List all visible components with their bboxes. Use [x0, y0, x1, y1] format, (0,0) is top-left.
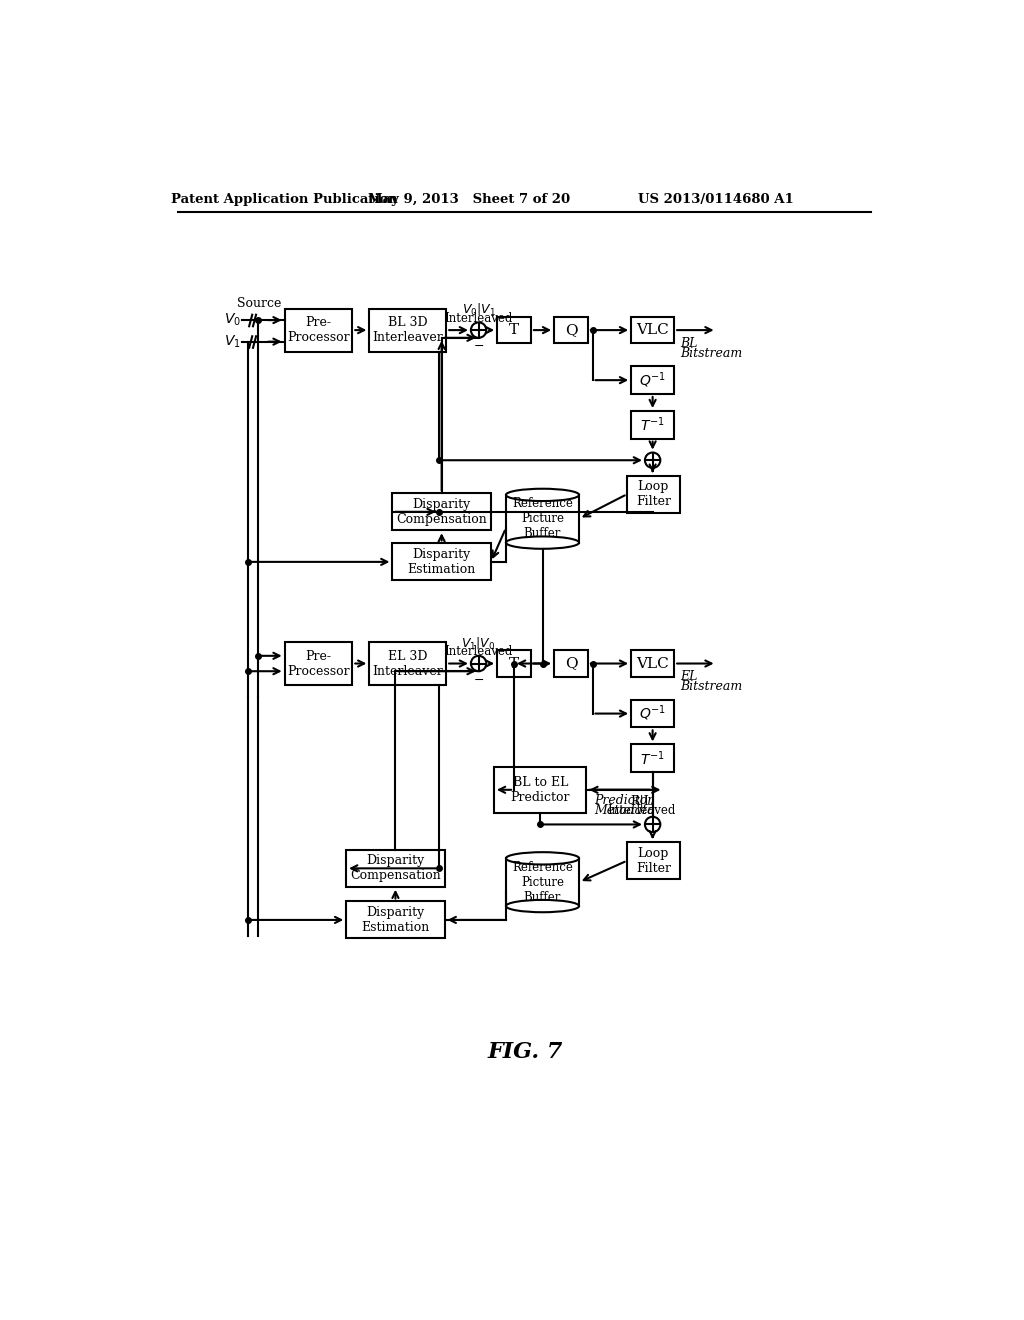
- Text: BL: BL: [680, 337, 697, 350]
- Text: Predictor: Predictor: [594, 795, 653, 807]
- Text: Metadata: Metadata: [594, 804, 654, 817]
- Text: Interleaved: Interleaved: [444, 312, 513, 325]
- Ellipse shape: [506, 536, 580, 549]
- Text: Source: Source: [237, 297, 282, 310]
- Text: $Q^{-1}$: $Q^{-1}$: [639, 371, 667, 389]
- Bar: [285, 642, 352, 685]
- Text: Interleaved: Interleaved: [444, 645, 513, 659]
- Bar: [631, 700, 674, 727]
- Text: T: T: [509, 656, 519, 671]
- Text: Pre-
Processor: Pre- Processor: [287, 315, 350, 345]
- Bar: [631, 317, 674, 343]
- Bar: [506, 495, 580, 543]
- Text: $V_1$: $V_1$: [224, 334, 241, 350]
- Text: VLC: VLC: [636, 323, 669, 337]
- Bar: [554, 317, 588, 343]
- Bar: [631, 411, 674, 438]
- Text: EL: EL: [680, 671, 697, 684]
- Text: VLC: VLC: [636, 656, 669, 671]
- Text: $Q^{-1}$: $Q^{-1}$: [639, 704, 667, 723]
- Bar: [346, 850, 444, 887]
- Text: Pre-
Processor: Pre- Processor: [287, 649, 350, 677]
- Text: Disparity
Estimation: Disparity Estimation: [408, 548, 476, 576]
- Text: Disparity
Compensation: Disparity Compensation: [350, 854, 440, 882]
- Text: $V_1|V_0$: $V_1|V_0$: [462, 635, 496, 651]
- Text: BL to EL
Predictor: BL to EL Predictor: [510, 776, 570, 804]
- Bar: [631, 744, 674, 772]
- Text: −: −: [473, 341, 484, 354]
- Ellipse shape: [506, 853, 580, 865]
- Text: BL 3D
Interleaver: BL 3D Interleaver: [373, 315, 443, 345]
- Bar: [346, 902, 444, 939]
- Bar: [554, 651, 588, 677]
- Text: EL 3D
Interleaver: EL 3D Interleaver: [373, 649, 443, 677]
- Bar: [494, 767, 587, 813]
- Text: −: −: [473, 673, 484, 686]
- Text: T: T: [509, 323, 519, 337]
- Ellipse shape: [506, 488, 580, 502]
- Text: $V_0|V_1$: $V_0|V_1$: [462, 301, 496, 317]
- Text: US 2013/0114680 A1: US 2013/0114680 A1: [638, 194, 794, 206]
- Text: R|L: R|L: [630, 795, 652, 808]
- Bar: [628, 842, 680, 879]
- Bar: [631, 367, 674, 395]
- Bar: [392, 494, 490, 531]
- Text: Bitstream: Bitstream: [680, 680, 742, 693]
- Text: $T^{-1}$: $T^{-1}$: [640, 748, 665, 767]
- Text: Loop
Filter: Loop Filter: [636, 480, 671, 508]
- Bar: [631, 651, 674, 677]
- Text: May 9, 2013   Sheet 7 of 20: May 9, 2013 Sheet 7 of 20: [369, 194, 570, 206]
- Ellipse shape: [506, 900, 580, 912]
- Bar: [392, 544, 490, 581]
- Text: Interleaved: Interleaved: [607, 804, 675, 817]
- Bar: [370, 309, 446, 351]
- Text: FIG. 7: FIG. 7: [487, 1040, 562, 1063]
- Text: Loop
Filter: Loop Filter: [636, 846, 671, 875]
- Text: Reference
Picture
Buffer: Reference Picture Buffer: [512, 861, 573, 904]
- Bar: [285, 309, 352, 351]
- Text: Bitstream: Bitstream: [680, 347, 742, 360]
- Text: Patent Application Publication: Patent Application Publication: [171, 194, 398, 206]
- Text: Disparity
Compensation: Disparity Compensation: [396, 498, 487, 525]
- Text: Disparity
Estimation: Disparity Estimation: [361, 906, 429, 935]
- Text: Q: Q: [564, 656, 578, 671]
- Text: $T^{-1}$: $T^{-1}$: [640, 416, 665, 434]
- Bar: [497, 651, 531, 677]
- Text: Reference
Picture
Buffer: Reference Picture Buffer: [512, 498, 573, 540]
- Bar: [506, 858, 580, 906]
- Text: Q: Q: [564, 323, 578, 337]
- Bar: [497, 317, 531, 343]
- Text: $V_0$: $V_0$: [223, 312, 241, 329]
- Bar: [628, 475, 680, 512]
- Bar: [370, 642, 446, 685]
